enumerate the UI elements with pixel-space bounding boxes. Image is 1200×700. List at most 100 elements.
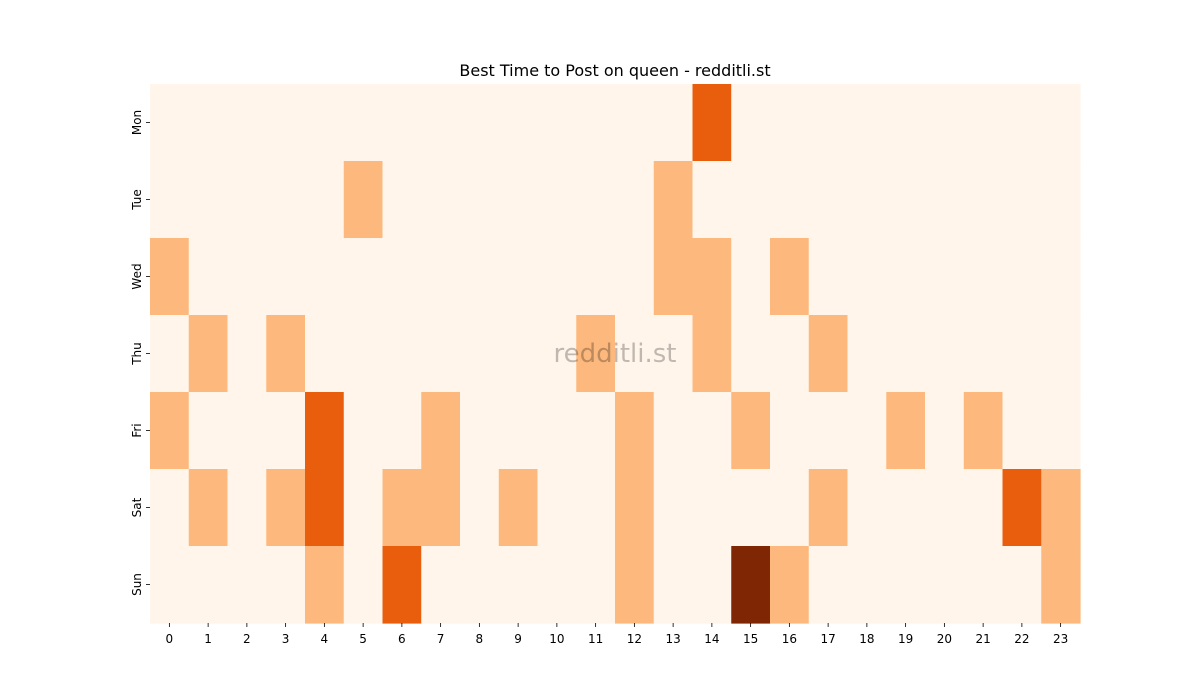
x-tick-label: 20 — [937, 632, 952, 646]
heatmap-cell — [770, 469, 810, 547]
heatmap-cell — [537, 315, 577, 393]
heatmap-cell — [886, 392, 926, 470]
heatmap-cell — [498, 84, 539, 162]
heatmap-cell — [886, 315, 926, 393]
heatmap-cell — [305, 84, 345, 162]
heatmap-cell — [460, 161, 500, 239]
x-tick-label: 0 — [166, 632, 174, 646]
heatmap-cell — [925, 238, 965, 316]
heatmap-cell — [615, 546, 655, 624]
heatmap-cell — [847, 546, 887, 624]
heatmap-cell — [498, 469, 539, 547]
y-tick-label: Sat — [130, 497, 144, 517]
heatmap-cell — [615, 315, 655, 393]
heatmap-cell — [808, 469, 849, 547]
heatmap-cell — [731, 315, 771, 393]
heatmap-cell — [886, 469, 926, 547]
heatmap-cell — [886, 84, 926, 162]
heatmap-cell — [421, 392, 461, 470]
heatmap-cell — [227, 84, 267, 162]
heatmap-cell — [770, 315, 810, 393]
heatmap-cell — [188, 238, 229, 316]
x-tick-label: 7 — [437, 632, 445, 646]
heatmap-cell — [1041, 392, 1081, 470]
heatmap-cell — [343, 315, 384, 393]
heatmap-cell — [847, 84, 887, 162]
heatmap-cell — [808, 84, 849, 162]
heatmap-cell — [615, 161, 655, 239]
heatmap-cell — [847, 238, 887, 316]
heatmap-cell — [731, 469, 771, 547]
heatmap-cell — [576, 392, 616, 470]
heatmap-cell — [653, 469, 694, 547]
heatmap-cell — [808, 238, 849, 316]
heatmap-cell — [343, 84, 384, 162]
heatmap-cell — [963, 161, 1004, 239]
heatmap-cell — [266, 315, 306, 393]
heatmap-cell — [886, 546, 926, 624]
heatmap-cell — [227, 392, 267, 470]
heatmap-cell — [731, 84, 771, 162]
heatmap-cell — [963, 315, 1004, 393]
y-tick-label: Tue — [130, 189, 144, 211]
heatmap-cell — [498, 238, 539, 316]
heatmap-cell — [692, 392, 732, 470]
heatmap-cell — [770, 84, 810, 162]
heatmap-cell — [537, 161, 577, 239]
heatmap-cell — [305, 161, 345, 239]
heatmap-cell — [305, 392, 345, 470]
x-tick-label: 8 — [476, 632, 484, 646]
heatmap-cell — [460, 392, 500, 470]
x-tick-label: 21 — [975, 632, 990, 646]
heatmap-cell — [1041, 238, 1081, 316]
heatmap-cell — [382, 546, 422, 624]
x-tick-label: 16 — [782, 632, 797, 646]
heatmap-cell — [421, 546, 461, 624]
heatmap-cell — [460, 315, 500, 393]
heatmap-cell — [615, 469, 655, 547]
heatmap-cell — [653, 84, 694, 162]
heatmap-cell — [692, 84, 732, 162]
heatmap-cell — [537, 469, 577, 547]
heatmap-cell — [886, 161, 926, 239]
heatmap-cell — [1002, 84, 1042, 162]
x-tick-label: 5 — [359, 632, 367, 646]
heatmap-cell — [382, 238, 422, 316]
heatmap-cell — [266, 161, 306, 239]
heatmap-cell — [692, 469, 732, 547]
heatmap-cell — [227, 238, 267, 316]
heatmap-cell — [615, 84, 655, 162]
heatmap-cell — [1041, 469, 1081, 547]
y-tick-label: Sun — [130, 573, 144, 596]
x-axis-ticks: 0 1 2 3 4 5 6 7 8 9 10 11 12 13 14 15 16 17 18 19 20 21 22 23 — [166, 623, 1068, 646]
x-tick-label: 10 — [549, 632, 564, 646]
heatmap-cell — [692, 546, 732, 624]
heatmap-cell — [770, 161, 810, 239]
heatmap-cell — [576, 161, 616, 239]
heatmap-cell — [808, 392, 849, 470]
heatmap-cell — [1041, 315, 1081, 393]
heatmap-cell — [1002, 392, 1042, 470]
heatmap-cell — [188, 84, 229, 162]
heatmap-cell — [537, 546, 577, 624]
heatmap-cell — [731, 392, 771, 470]
heatmap-cell — [963, 546, 1004, 624]
x-tick-label: 1 — [204, 632, 212, 646]
heatmap-cell — [925, 161, 965, 239]
heatmap-cell — [925, 315, 965, 393]
heatmap-cell — [808, 161, 849, 239]
heatmap-cell — [150, 161, 190, 239]
heatmap-cell — [460, 84, 500, 162]
y-tick-label: Fri — [130, 423, 144, 437]
heatmap-cell — [188, 161, 229, 239]
heatmap-cell — [537, 238, 577, 316]
heatmap-cell — [421, 238, 461, 316]
x-tick-label: 12 — [627, 632, 642, 646]
heatmap-cell — [1002, 161, 1042, 239]
x-tick-label: 19 — [898, 632, 913, 646]
heatmap-cell — [421, 469, 461, 547]
heatmap-cell — [305, 238, 345, 316]
x-tick-label: 9 — [514, 632, 522, 646]
heatmap-cell — [770, 392, 810, 470]
heatmap-cell — [305, 546, 345, 624]
